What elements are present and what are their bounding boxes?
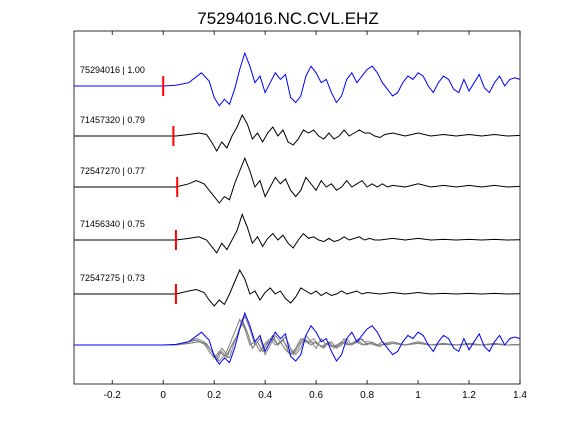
x-tick-label-6: 1 <box>415 390 421 401</box>
overlay-trace-3 <box>74 314 521 362</box>
overlay-trace-5 <box>74 318 521 359</box>
pick-markers-group <box>162 76 179 304</box>
x-tick-label-5: 0.8 <box>360 390 374 401</box>
trace-line-1 <box>74 51 521 107</box>
trace-line-4 <box>74 212 521 254</box>
chart-title: 75294016.NC.CVL.EHZ <box>197 9 378 28</box>
x-tick-label-7: 1.2 <box>462 390 476 401</box>
x-tick-label-3: 0.4 <box>258 390 272 401</box>
x-tick-label-1: 0 <box>160 390 166 401</box>
x-axis: -0.2 0 0.2 0.4 0.6 0.8 1 1.2 1.4 <box>104 31 527 401</box>
trace-label-1: 75294016 | 1.00 <box>80 65 145 75</box>
trace-label-4: 71456340 | 0.75 <box>80 219 145 229</box>
traces-group <box>74 51 521 307</box>
trace-labels-group: 75294016 | 1.00 71457320 | 0.79 72547270 |… <box>80 65 145 283</box>
x-tick-label-0: -0.2 <box>104 390 122 401</box>
trace-label-5: 72547275 | 0.73 <box>80 273 145 283</box>
overlay-stack-group <box>74 311 521 366</box>
trace-label-3: 72547270 | 0.77 <box>80 166 145 176</box>
trace-line-2 <box>74 113 521 153</box>
overlay-trace-4 <box>74 317 521 359</box>
x-tick-label-2: 0.2 <box>207 390 221 401</box>
overlay-trace-1 <box>74 311 521 366</box>
trace-line-5 <box>74 268 521 307</box>
plot-area-frame <box>73 30 521 385</box>
x-tick-label-4: 0.6 <box>309 390 323 401</box>
trace-line-3 <box>74 156 521 204</box>
overlay-trace-2 <box>74 321 521 363</box>
trace-label-2: 71457320 | 0.79 <box>80 115 145 125</box>
x-tick-label-8: 1.4 <box>513 390 527 401</box>
